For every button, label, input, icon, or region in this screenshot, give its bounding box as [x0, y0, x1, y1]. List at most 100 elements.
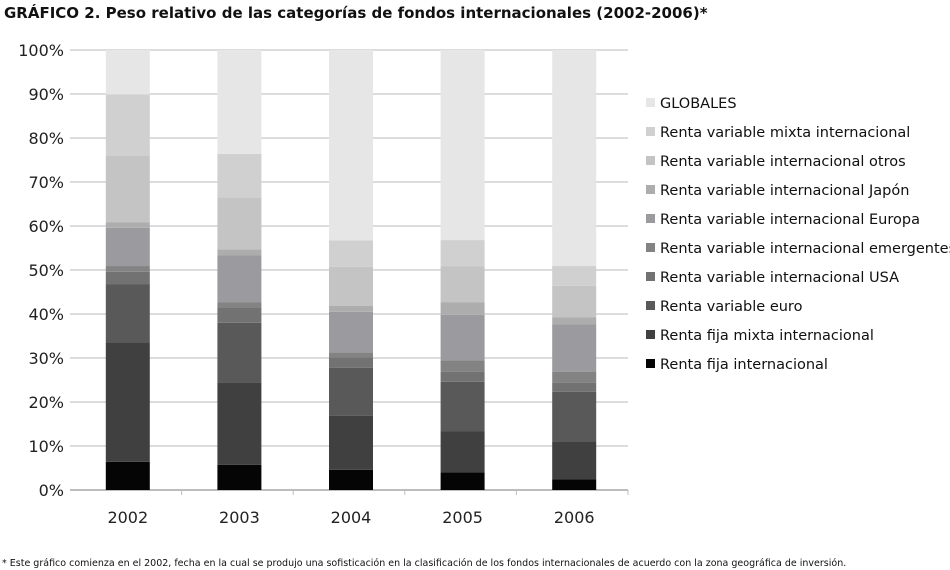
footnote: * Este gráfico comienza en el 2002, fech…: [2, 558, 846, 569]
bar-segment: [217, 322, 262, 383]
bar-segment: [217, 382, 262, 465]
y-tick-label: 50%: [28, 261, 64, 280]
bar-segment: [440, 472, 485, 490]
bar-segment: [329, 305, 373, 312]
bar-segment: [552, 285, 597, 318]
bar-segment: [329, 50, 373, 241]
bar-segment: [552, 50, 597, 267]
bar-segment: [552, 441, 597, 480]
legend: GLOBALES Renta variable mixta internacion…: [646, 96, 950, 373]
legend-item: Renta variable mixta internacional: [646, 125, 910, 141]
bar-segment: [329, 415, 373, 470]
bar-segment: [329, 266, 373, 306]
y-tick-label: 40%: [28, 305, 64, 324]
legend-label: Renta variable internacional Japón: [660, 183, 909, 199]
bar-segment: [552, 324, 597, 372]
legend-item: Renta fija mixta internacional: [646, 328, 874, 344]
y-tick-label: 90%: [28, 85, 64, 104]
legend-label: Renta variable mixta internacional: [660, 125, 910, 141]
bar-segment: [552, 391, 597, 442]
legend-label: GLOBALES: [660, 96, 737, 112]
bar-segment: [217, 302, 262, 308]
bar-segment: [105, 266, 150, 272]
bar-segment: [552, 382, 597, 392]
bar-segment: [552, 266, 597, 286]
bar-segment: [217, 307, 262, 323]
legend-swatch: [646, 214, 655, 223]
bar-stack-2005: [440, 50, 485, 490]
bar-stack-2004: [329, 50, 373, 490]
bar-segment: [105, 227, 150, 267]
legend-swatch: [646, 359, 655, 368]
legend-swatch: [646, 98, 655, 107]
bar-segment: [329, 367, 373, 416]
bar-segment: [217, 197, 262, 250]
legend-swatch: [646, 272, 655, 281]
bar-segment: [105, 342, 150, 462]
bar-segment: [217, 50, 262, 154]
bar-segment: [217, 249, 262, 256]
bar-segment: [440, 302, 485, 315]
legend-item: Renta variable internacional Japón: [646, 183, 909, 199]
legend-item: Renta variable internacional otros: [646, 154, 906, 170]
y-axis: 0% 10% 20% 30% 40% 50% 60% 70% 80% 90% 100%: [18, 41, 64, 500]
bar-stack-2003: [217, 50, 262, 490]
legend-swatch: [646, 127, 655, 136]
legend-label: Renta variable internacional Europa: [660, 212, 920, 228]
y-tick-label: 30%: [28, 349, 64, 368]
legend-swatch: [646, 243, 655, 252]
legend-label: Renta variable internacional USA: [660, 270, 899, 286]
legend-item: Renta variable internacional USA: [646, 270, 899, 286]
legend-swatch: [646, 301, 655, 310]
bar-segment: [217, 464, 262, 490]
bar-segment: [329, 311, 373, 353]
legend-item: Renta variable euro: [646, 299, 803, 315]
legend-item: Renta fija internacional: [646, 357, 828, 373]
legend-item: Renta variable internacional emergentes: [646, 241, 950, 257]
y-tick-label: 100%: [18, 41, 64, 60]
legend-swatch: [646, 330, 655, 339]
bar-segment: [440, 314, 485, 361]
bar-segment: [105, 271, 150, 285]
y-tick-label: 10%: [28, 437, 64, 456]
x-tick-label: 2003: [219, 508, 260, 527]
legend-label: Renta variable internacional emergentes: [660, 241, 950, 257]
bar-segment: [440, 371, 485, 382]
bar-segment: [440, 240, 485, 267]
x-axis: 2002 2003 2004 2005 2006: [107, 490, 629, 527]
bar-segment: [105, 461, 150, 490]
bar-segment: [440, 431, 485, 473]
bar-segment: [217, 153, 262, 198]
legend-swatch: [646, 185, 655, 194]
bar-segment: [329, 357, 373, 368]
bar-segment: [440, 50, 485, 241]
bar-segment: [105, 50, 150, 95]
y-tick-label: 60%: [28, 217, 64, 236]
legend-label: Renta variable internacional otros: [660, 154, 906, 170]
bar-segment: [329, 352, 373, 358]
bar-segment: [440, 381, 485, 432]
bar-segment: [105, 284, 150, 343]
legend-item: GLOBALES: [646, 96, 737, 112]
bar-segment: [217, 255, 262, 303]
bar-stack-2002: [105, 50, 150, 490]
chart-title: GRÁFICO 2. Peso relativo de las categorí…: [4, 3, 708, 22]
y-tick-label: 20%: [28, 393, 64, 412]
x-tick-label: 2002: [107, 508, 148, 527]
legend-item: Renta variable internacional Europa: [646, 212, 920, 228]
bar-segment: [552, 479, 597, 490]
bar-segment: [440, 266, 485, 303]
x-tick-label: 2006: [554, 508, 595, 527]
x-tick-label: 2005: [442, 508, 483, 527]
legend-label: Renta variable euro: [660, 299, 803, 315]
legend-label: Renta fija internacional: [660, 357, 828, 373]
bar-segment: [552, 317, 597, 325]
bars: [105, 50, 597, 490]
bar-stack-2006: [552, 50, 597, 490]
bar-segment: [329, 240, 373, 267]
bar-segment: [105, 94, 150, 156]
bar-segment: [329, 469, 373, 490]
y-tick-label: 80%: [28, 129, 64, 148]
bar-segment: [105, 222, 150, 228]
